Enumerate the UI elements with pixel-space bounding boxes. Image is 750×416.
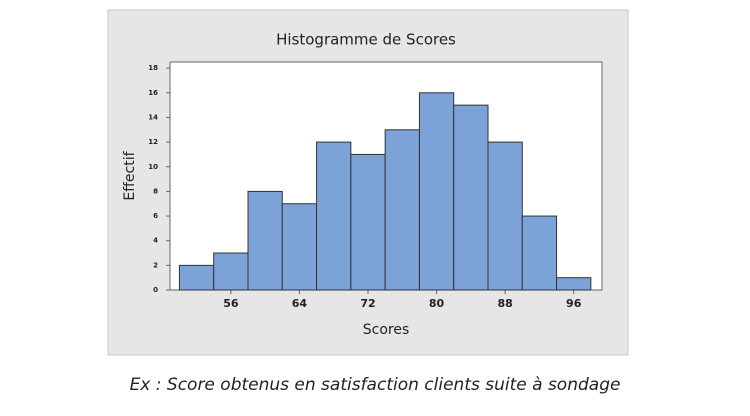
bar <box>384 129 420 291</box>
y-tick-label: 14 <box>148 113 158 121</box>
bar <box>418 92 455 291</box>
bar <box>178 264 215 291</box>
y-tick-label: 8 <box>153 187 158 195</box>
bar <box>556 277 592 291</box>
x-tick-label: 56 <box>223 297 239 310</box>
bar <box>247 190 283 291</box>
x-tick-label: 88 <box>497 297 512 310</box>
y-tick-label: 18 <box>148 64 158 72</box>
x-tick-label: 80 <box>429 297 445 310</box>
y-tick-label: 0 <box>153 286 158 294</box>
bar <box>213 252 249 291</box>
y-tick-label: 6 <box>153 212 158 220</box>
bar <box>350 153 386 291</box>
bar <box>521 215 558 291</box>
y-tick-label: 16 <box>148 89 158 97</box>
chart-title: Histogramme de Scores <box>276 31 456 49</box>
y-tick-label: 12 <box>148 138 158 146</box>
x-axis-label: Scores <box>363 322 410 338</box>
caption: Ex : Score obtenus en satisfaction clien… <box>130 375 621 395</box>
bar <box>487 141 523 291</box>
y-tick-label: 4 <box>153 237 158 245</box>
y-axis-label: Effectif <box>122 150 138 200</box>
x-tick-label: 64 <box>292 297 308 310</box>
bar <box>281 203 318 291</box>
bar <box>453 104 489 291</box>
x-tick-label: 72 <box>360 297 375 310</box>
bar <box>316 141 352 291</box>
y-tick-label: 10 <box>148 163 158 171</box>
y-tick-label: 2 <box>153 261 158 269</box>
x-tick-label: 96 <box>566 297 582 310</box>
